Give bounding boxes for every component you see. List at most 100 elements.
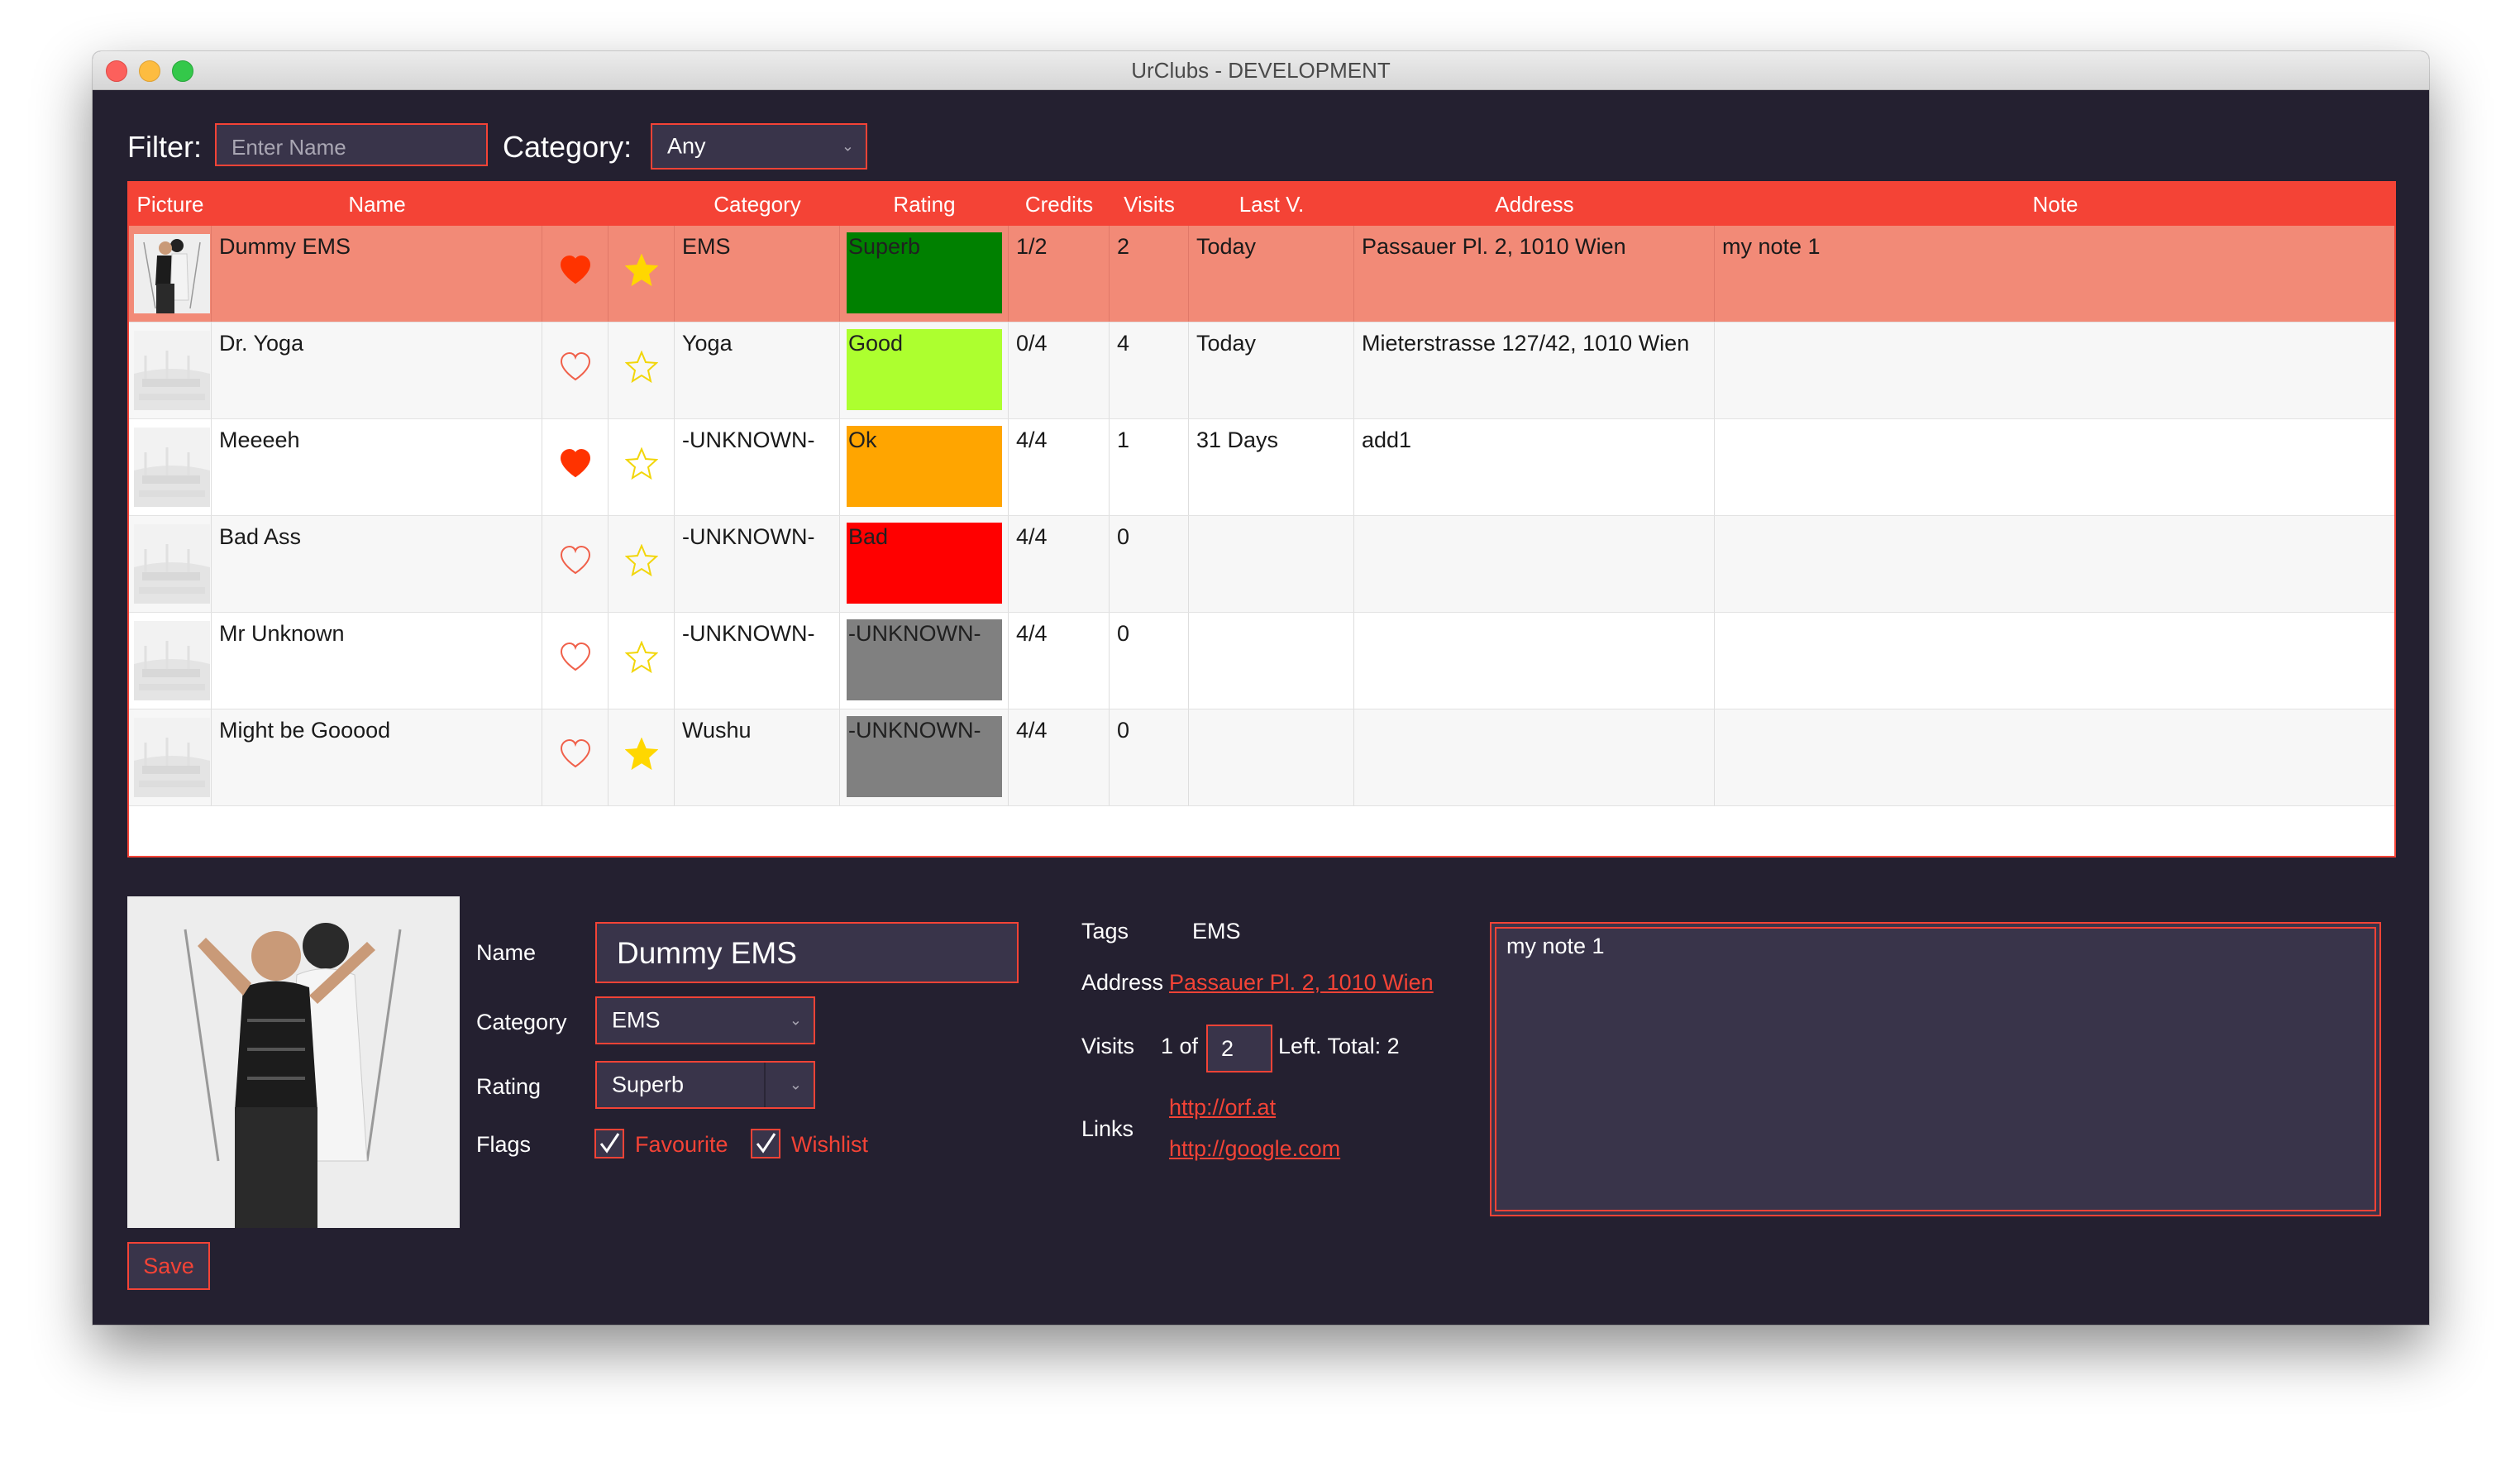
table-row[interactable]: Meeeeh -UNKNOWN- Ok 4/4 1 31 Days add1 <box>129 419 2394 516</box>
favourite-cell[interactable] <box>542 322 609 418</box>
category-cell[interactable]: Wushu <box>675 709 840 805</box>
address-cell[interactable] <box>1354 709 1715 805</box>
note-cell[interactable]: my note 1 <box>1715 226 2394 322</box>
last-visit-cell[interactable]: Today <box>1189 322 1354 418</box>
heart-outline-icon[interactable] <box>559 351 592 384</box>
address-link[interactable]: Passauer Pl. 2, 1010 Wien <box>1169 970 1434 995</box>
table-row[interactable]: Dr. Yoga Yoga Good 0/4 4 Today Mieterstrasse 1… <box>129 322 2394 419</box>
heart-outline-icon[interactable] <box>559 738 592 771</box>
star-outline-icon[interactable] <box>624 544 658 577</box>
address-cell[interactable]: add1 <box>1354 419 1715 515</box>
credits-cell[interactable]: 1/2 <box>1009 226 1110 322</box>
rating-select[interactable]: Superb ⌄ <box>595 1061 815 1109</box>
visits-cell[interactable]: 0 <box>1110 613 1189 709</box>
col-header-rating[interactable]: Rating <box>893 192 956 217</box>
col-header-picture[interactable]: Picture <box>136 192 204 217</box>
picture-cell[interactable] <box>129 322 212 418</box>
table-row[interactable]: Might be Gooood Wushu -UNKNOWN- 4/4 0 <box>129 709 2394 806</box>
filter-input[interactable]: Enter Name <box>215 123 488 166</box>
address-cell[interactable]: Passauer Pl. 2, 1010 Wien <box>1354 226 1715 322</box>
name-cell[interactable]: Meeeeh <box>212 419 542 515</box>
zoom-window-button[interactable] <box>172 60 193 82</box>
name-cell[interactable]: Dummy EMS <box>212 226 542 322</box>
name-cell[interactable]: Dr. Yoga <box>212 322 542 418</box>
wishlist-cell[interactable] <box>609 613 675 709</box>
picture-cell[interactable] <box>129 613 212 709</box>
category-select[interactable]: EMS ⌄ <box>595 996 815 1044</box>
favourite-cell[interactable] <box>542 419 609 515</box>
rating-cell[interactable]: Superb <box>840 226 1009 322</box>
clubs-table[interactable]: Picture Name Category Rating Credits Vis… <box>127 181 2396 857</box>
wishlist-cell[interactable] <box>609 709 675 805</box>
credits-cell[interactable]: 4/4 <box>1009 613 1110 709</box>
wishlist-cell[interactable] <box>609 322 675 418</box>
heart-filled-icon[interactable] <box>559 447 592 480</box>
favourite-cell[interactable] <box>542 516 609 612</box>
col-header-note[interactable]: Note <box>2032 192 2079 217</box>
visits-cell[interactable]: 0 <box>1110 709 1189 805</box>
address-cell[interactable] <box>1354 516 1715 612</box>
favourite-checkbox[interactable] <box>594 1129 624 1158</box>
favourite-cell[interactable] <box>542 226 609 322</box>
last-visit-cell[interactable] <box>1189 613 1354 709</box>
wishlist-checkbox[interactable] <box>751 1129 780 1158</box>
favourite-cell[interactable] <box>542 613 609 709</box>
star-outline-icon[interactable] <box>624 351 658 384</box>
col-header-last-visit[interactable]: Last V. <box>1239 192 1305 217</box>
address-cell[interactable] <box>1354 613 1715 709</box>
category-cell[interactable]: EMS <box>675 226 840 322</box>
visits-input[interactable]: 2 <box>1206 1025 1272 1072</box>
table-row[interactable]: Bad Ass -UNKNOWN- Bad 4/4 0 <box>129 516 2394 613</box>
picture-cell[interactable] <box>129 419 212 515</box>
note-cell[interactable] <box>1715 709 2394 805</box>
col-header-credits[interactable]: Credits <box>1024 192 1094 217</box>
rating-cell[interactable]: Good <box>840 322 1009 418</box>
last-visit-cell[interactable] <box>1189 709 1354 805</box>
heart-outline-icon[interactable] <box>559 641 592 674</box>
wishlist-cell[interactable] <box>609 226 675 322</box>
rating-cell[interactable]: Ok <box>840 419 1009 515</box>
note-cell[interactable] <box>1715 613 2394 709</box>
name-cell[interactable]: Mr Unknown <box>212 613 542 709</box>
note-cell[interactable] <box>1715 419 2394 515</box>
star-outline-icon[interactable] <box>624 447 658 480</box>
visits-cell[interactable]: 2 <box>1110 226 1189 322</box>
name-field[interactable]: Dummy EMS <box>595 922 1019 983</box>
col-header-visits[interactable]: Visits <box>1124 192 1175 217</box>
visits-cell[interactable]: 1 <box>1110 419 1189 515</box>
save-button[interactable]: Save <box>127 1242 210 1290</box>
category-cell[interactable]: Yoga <box>675 322 840 418</box>
table-row[interactable]: Mr Unknown -UNKNOWN- -UNKNOWN- 4/4 0 <box>129 613 2394 709</box>
last-visit-cell[interactable]: Today <box>1189 226 1354 322</box>
favourite-label[interactable]: Favourite <box>635 1132 728 1157</box>
visits-cell[interactable]: 0 <box>1110 516 1189 612</box>
category-cell[interactable]: -UNKNOWN- <box>675 516 840 612</box>
note-textarea[interactable]: my note 1 <box>1490 922 2381 1216</box>
col-header-address[interactable]: Address <box>1495 192 1574 217</box>
link-orf[interactable]: http://orf.at <box>1169 1095 1277 1120</box>
rating-cell[interactable]: -UNKNOWN- <box>840 709 1009 805</box>
visits-cell[interactable]: 4 <box>1110 322 1189 418</box>
favourite-cell[interactable] <box>542 709 609 805</box>
category-cell[interactable]: -UNKNOWN- <box>675 613 840 709</box>
heart-outline-icon[interactable] <box>559 544 592 577</box>
col-header-category[interactable]: Category <box>714 192 801 217</box>
credits-cell[interactable]: 0/4 <box>1009 322 1110 418</box>
credits-cell[interactable]: 4/4 <box>1009 516 1110 612</box>
note-cell[interactable] <box>1715 516 2394 612</box>
col-header-name[interactable]: Name <box>348 192 406 217</box>
minimize-window-button[interactable] <box>139 60 160 82</box>
picture-cell[interactable] <box>129 226 212 322</box>
table-row[interactable]: Dummy EMS EMS Superb 1/2 2 Today Passauer Pl. … <box>129 226 2394 322</box>
category-filter-select[interactable]: Any ⌄ <box>651 123 867 170</box>
note-cell[interactable] <box>1715 322 2394 418</box>
last-visit-cell[interactable] <box>1189 516 1354 612</box>
rating-cell[interactable]: Bad <box>840 516 1009 612</box>
wishlist-cell[interactable] <box>609 516 675 612</box>
wishlist-label[interactable]: Wishlist <box>791 1132 868 1157</box>
star-filled-icon[interactable] <box>624 254 658 287</box>
wishlist-cell[interactable] <box>609 419 675 515</box>
address-cell[interactable]: Mieterstrasse 127/42, 1010 Wien <box>1354 322 1715 418</box>
category-cell[interactable]: -UNKNOWN- <box>675 419 840 515</box>
star-outline-icon[interactable] <box>624 641 658 674</box>
